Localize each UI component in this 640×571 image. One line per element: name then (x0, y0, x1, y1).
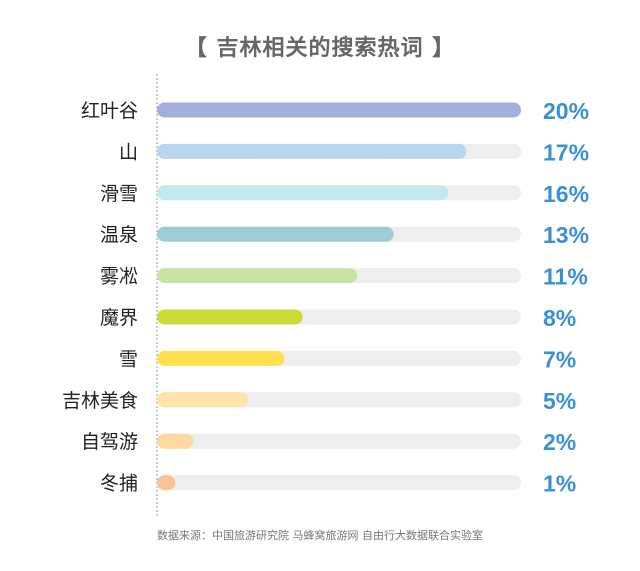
value-label: 17% (543, 139, 589, 165)
bar (157, 433, 194, 449)
category-label: 滑雪 (100, 183, 138, 205)
bar (157, 102, 521, 118)
bar-track (157, 392, 521, 408)
bar (157, 475, 176, 491)
value-label: 8% (543, 305, 576, 331)
bar (157, 309, 303, 325)
source-note: 数据来源：中国旅游研究院 马蜂窝旅游网 自由行大数据联合实验室 (157, 529, 483, 542)
bar (157, 392, 248, 408)
chart-title: 【 吉林相关的搜索热词 】 (184, 36, 456, 61)
bar (157, 226, 394, 242)
value-label: 13% (543, 222, 589, 248)
value-label: 11% (543, 264, 588, 290)
category-label: 红叶谷 (81, 100, 138, 122)
bar (157, 350, 285, 366)
value-label: 20% (543, 98, 589, 124)
category-label: 吉林美食 (62, 390, 138, 412)
category-label: 冬捕 (100, 473, 138, 495)
value-label: 1% (543, 471, 576, 497)
bar (157, 143, 467, 159)
value-label: 7% (543, 346, 576, 372)
category-label: 山 (119, 141, 138, 163)
value-label: 16% (543, 181, 589, 207)
bar-track (157, 433, 521, 449)
value-label: 2% (543, 429, 576, 455)
bar (157, 185, 449, 201)
bar-track (157, 475, 521, 491)
value-label: 5% (543, 388, 576, 414)
category-label: 雪 (119, 348, 138, 370)
category-label: 自驾游 (81, 431, 138, 453)
category-label: 雾凇 (100, 266, 138, 288)
category-label: 魔界 (100, 307, 138, 329)
category-label: 温泉 (100, 224, 138, 246)
bar (157, 268, 358, 284)
